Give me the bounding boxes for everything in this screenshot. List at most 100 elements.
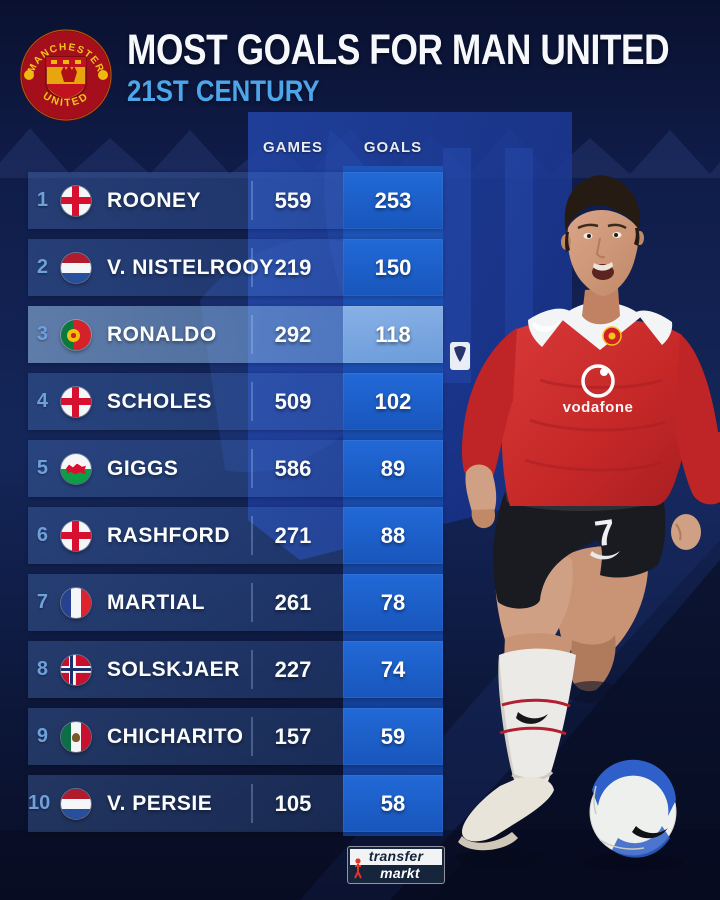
column-divider bbox=[251, 382, 253, 421]
shorts-nike-swoosh bbox=[590, 551, 620, 560]
games-value: 105 bbox=[274, 791, 312, 816]
page-title: MOST GOALS FOR MAN UNITED bbox=[127, 26, 670, 74]
games-value: 509 bbox=[274, 389, 312, 414]
goals-cell: 58 bbox=[343, 775, 443, 832]
page-subtitle: 21ST CENTURY bbox=[127, 75, 320, 108]
column-divider bbox=[251, 516, 253, 555]
football bbox=[583, 759, 683, 871]
shirt-collar bbox=[560, 302, 642, 350]
england-flag bbox=[61, 520, 91, 551]
cristiano-ronaldo-photo: 7 vodafone bbox=[450, 175, 720, 871]
rank-label: 4 bbox=[36, 390, 48, 412]
sponsor-text: vodafone bbox=[563, 399, 634, 416]
player-name: SCHOLES bbox=[107, 390, 213, 413]
goals-value: 58 bbox=[380, 790, 406, 816]
player-name: SOLSKJAER bbox=[107, 658, 240, 681]
svg-text:UNITED: UNITED bbox=[41, 90, 92, 109]
ranking-table: 1 ROONEY 559 253 2 V. NISTELROOY 219 150… bbox=[28, 172, 443, 842]
goals-cell: 89 bbox=[343, 440, 443, 497]
vodafone-logo: vodafone bbox=[563, 364, 634, 416]
player-arms bbox=[465, 464, 701, 550]
rank-label: 2 bbox=[36, 256, 48, 278]
player-name: V. NISTELROOY bbox=[107, 256, 274, 279]
player-name: V. PERSIE bbox=[107, 792, 213, 815]
goals-value: 253 bbox=[374, 187, 412, 213]
goals-cell: 102 bbox=[343, 373, 443, 430]
goals-value: 88 bbox=[380, 522, 406, 548]
games-column-header: GAMES bbox=[262, 139, 323, 156]
games-value: 271 bbox=[274, 523, 312, 548]
games-value: 219 bbox=[274, 255, 312, 280]
sock-nike-swoosh bbox=[516, 712, 548, 724]
goals-cell: 78 bbox=[343, 574, 443, 631]
goals-value: 89 bbox=[380, 455, 406, 481]
rank-label: 3 bbox=[36, 323, 48, 345]
column-divider bbox=[251, 583, 253, 622]
man-united-crest: MANCHESTER UNITED bbox=[20, 29, 112, 121]
column-divider bbox=[251, 181, 253, 220]
table-row: 9 CHICHARITO 157 59 bbox=[28, 708, 443, 765]
transfermarkt-logo-top: transfer bbox=[368, 848, 424, 864]
goals-cell: 59 bbox=[343, 708, 443, 765]
table-row: 10 V. PERSIE 105 58 bbox=[28, 775, 443, 832]
games-value: 559 bbox=[274, 188, 312, 213]
shirt-nike-swoosh bbox=[532, 320, 561, 332]
table-row: 8 SOLSKJAER 227 74 bbox=[28, 641, 443, 698]
player-name: ROONEY bbox=[107, 189, 202, 212]
rank-label: 9 bbox=[36, 725, 48, 747]
column-divider bbox=[251, 248, 253, 287]
rank-label: 10 bbox=[28, 792, 51, 814]
table-row: 7 MARTIAL 261 78 bbox=[28, 574, 443, 631]
goals-cell: 118 bbox=[343, 306, 443, 363]
player-shirt: vodafone bbox=[450, 302, 720, 506]
player-name: RONALDO bbox=[107, 323, 217, 346]
games-value: 157 bbox=[274, 724, 312, 749]
rank-label: 1 bbox=[36, 189, 48, 211]
player-head bbox=[561, 175, 644, 325]
goals-value: 150 bbox=[374, 254, 412, 280]
netherlands-flag bbox=[61, 252, 91, 283]
crest-bottom-text: UNITED bbox=[41, 90, 90, 109]
portugal-flag bbox=[61, 319, 91, 350]
goals-cell: 88 bbox=[343, 507, 443, 564]
transfermarkt-logo: transfer markt bbox=[347, 846, 445, 884]
column-divider bbox=[251, 315, 253, 354]
goals-cell: 253 bbox=[343, 172, 443, 229]
goals-cell: 74 bbox=[343, 641, 443, 698]
wales-flag bbox=[61, 453, 91, 484]
mexico-flag bbox=[61, 721, 91, 752]
goals-value: 118 bbox=[375, 321, 411, 347]
player-name: MARTIAL bbox=[107, 591, 205, 614]
table-row: 6 RASHFORD 271 88 bbox=[28, 507, 443, 564]
column-divider bbox=[251, 449, 253, 488]
table-row: 5 GIGGS 586 89 bbox=[28, 440, 443, 497]
games-value: 292 bbox=[274, 322, 312, 347]
transfermarkt-logo-bottom: markt bbox=[350, 865, 442, 881]
england-flag bbox=[61, 386, 91, 417]
table-row: 2 V. NISTELROOY 219 150 bbox=[28, 239, 443, 296]
table-row: 1 ROONEY 559 253 bbox=[28, 172, 443, 229]
france-flag bbox=[61, 587, 91, 618]
player-name: RASHFORD bbox=[107, 524, 230, 547]
norway-flag bbox=[61, 654, 91, 685]
goals-value: 78 bbox=[380, 589, 406, 615]
boot bbox=[462, 777, 554, 842]
england-flag bbox=[61, 185, 91, 216]
goals-cell: 150 bbox=[343, 239, 443, 296]
player-name: GIGGS bbox=[107, 457, 179, 480]
player-name: CHICHARITO bbox=[107, 725, 244, 748]
games-value: 261 bbox=[274, 590, 312, 615]
column-divider bbox=[251, 784, 253, 823]
goals-column-header: GOALS bbox=[363, 139, 423, 156]
column-divider bbox=[251, 717, 253, 756]
goals-value: 59 bbox=[380, 723, 406, 749]
table-row: 4 SCHOLES 509 102 bbox=[28, 373, 443, 430]
hair bbox=[564, 175, 640, 232]
rank-label: 8 bbox=[36, 658, 48, 680]
netherlands-flag bbox=[61, 788, 91, 819]
rank-label: 7 bbox=[36, 591, 48, 613]
rank-label: 5 bbox=[36, 457, 48, 479]
player-shorts: 7 bbox=[493, 492, 666, 609]
goals-value: 102 bbox=[374, 388, 412, 414]
